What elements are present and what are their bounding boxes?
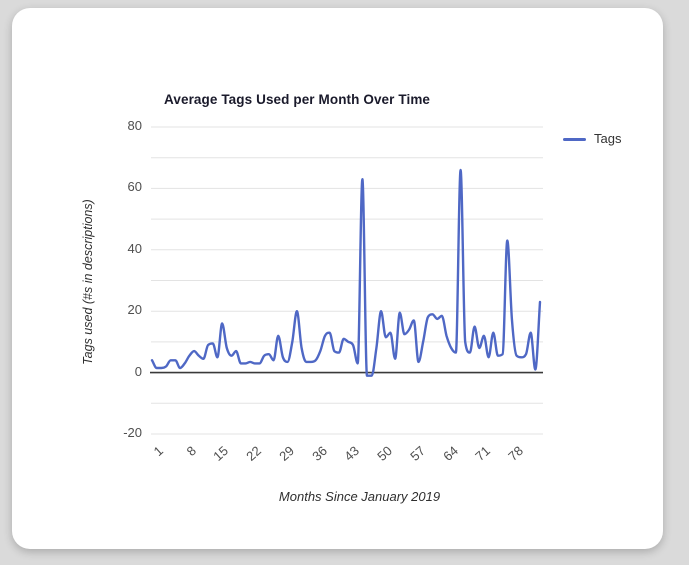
y-tick-label: 80: [127, 118, 142, 133]
y-tick-label: 0: [134, 363, 142, 379]
x-axis-title: Months Since January 2019: [278, 489, 441, 504]
tags-line-series: [150, 168, 542, 377]
legend-item-tags[interactable]: Tags: [563, 131, 621, 146]
y-tick-label: 60: [127, 179, 142, 195]
legend-swatch-tags: [563, 137, 586, 141]
chart-title: Average Tags Used per Month Over Time: [164, 92, 431, 107]
y-tick-label: 40: [127, 240, 142, 256]
grid-lines: [151, 126, 543, 435]
y-tick-label: 20: [127, 302, 142, 318]
legend-label-tags: Tags: [594, 131, 622, 146]
y-tick-label: -20: [123, 425, 142, 440]
chart-card: Average Tags Used per Month Over Time Ta…: [12, 8, 663, 549]
